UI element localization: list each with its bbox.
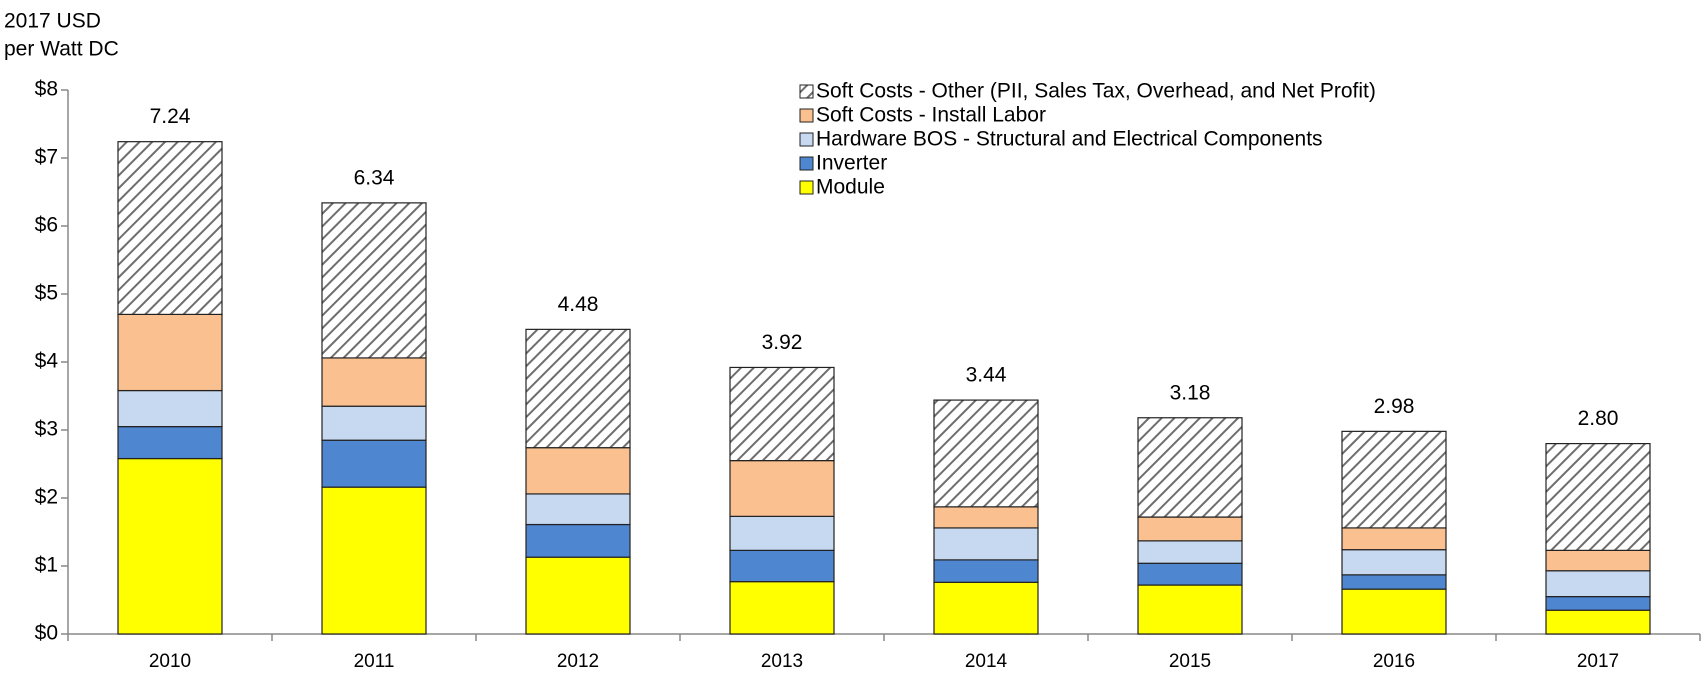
y-axis-label: 2017 USD bbox=[4, 10, 101, 33]
y-tick-label: $3 bbox=[35, 418, 58, 441]
bar-segment bbox=[933, 399, 1039, 508]
bar-segment bbox=[117, 457, 223, 635]
bar-segment bbox=[321, 357, 427, 407]
total-label: 3.92 bbox=[762, 331, 803, 354]
legend-label: Hardware BOS - Structural and Electrical… bbox=[816, 128, 1323, 151]
bar-segment bbox=[1137, 540, 1243, 564]
x-tick-label: 2015 bbox=[1169, 651, 1211, 672]
bar-segment bbox=[729, 549, 835, 583]
legend-swatch bbox=[799, 132, 814, 147]
bar-segment bbox=[321, 405, 427, 441]
y-tick-label: $1 bbox=[35, 554, 58, 577]
bar-segment bbox=[1341, 574, 1447, 590]
bar-segment bbox=[1137, 584, 1243, 635]
y-tick-label: $0 bbox=[35, 622, 58, 645]
bar-segment bbox=[729, 366, 835, 462]
legend-label: Soft Costs - Other (PII, Sales Tax, Over… bbox=[816, 80, 1376, 103]
legend-label: Inverter bbox=[816, 152, 887, 175]
bar-segment bbox=[1137, 516, 1243, 542]
bar-segment bbox=[1137, 417, 1243, 518]
bar-segment bbox=[933, 506, 1039, 529]
bar-segment bbox=[1545, 609, 1651, 635]
bar-segment bbox=[729, 581, 835, 635]
bar-segment bbox=[321, 486, 427, 635]
y-tick-label: $4 bbox=[35, 350, 59, 373]
bar-segment bbox=[933, 581, 1039, 635]
x-tick-label: 2011 bbox=[354, 651, 395, 672]
y-tick-label: $8 bbox=[35, 78, 58, 101]
total-label: 2.80 bbox=[1578, 407, 1619, 430]
bar-segment bbox=[1545, 570, 1651, 598]
bar-segment bbox=[1545, 443, 1651, 551]
bar-segment bbox=[117, 426, 223, 460]
bar-segment bbox=[321, 202, 427, 359]
bar-segment bbox=[1341, 527, 1447, 551]
x-tick-label: 2014 bbox=[965, 651, 1008, 672]
bar-segment bbox=[117, 389, 223, 428]
bar-segment bbox=[729, 460, 835, 517]
x-tick-label: 2016 bbox=[1373, 651, 1415, 672]
total-label: 3.18 bbox=[1170, 381, 1211, 404]
bar-segment bbox=[1137, 562, 1243, 586]
total-label: 3.44 bbox=[966, 364, 1007, 387]
legend-label: Soft Costs - Install Labor bbox=[816, 104, 1046, 127]
x-tick-label: 2013 bbox=[761, 651, 803, 672]
bar-segment bbox=[1341, 588, 1447, 635]
x-tick-label: 2012 bbox=[557, 651, 599, 672]
legend-swatch bbox=[799, 180, 814, 195]
bar-segment bbox=[1341, 430, 1447, 529]
y-tick-label: $7 bbox=[35, 146, 58, 169]
y-tick-label: $2 bbox=[35, 486, 58, 509]
legend-swatch bbox=[799, 156, 814, 171]
bar-segment bbox=[117, 141, 223, 315]
bar-segment bbox=[729, 515, 835, 551]
bar-segment bbox=[525, 493, 631, 526]
bar-segment bbox=[321, 439, 427, 488]
bar-segment bbox=[525, 447, 631, 495]
legend-swatch bbox=[799, 84, 814, 99]
total-label: 4.48 bbox=[558, 293, 599, 316]
bar-segment bbox=[1545, 595, 1651, 611]
y-tick-label: $5 bbox=[35, 282, 58, 305]
y-tick-label: $6 bbox=[35, 214, 58, 237]
total-label: 7.24 bbox=[150, 105, 191, 128]
y-axis-label: per Watt DC bbox=[4, 38, 119, 61]
x-tick-label: 2010 bbox=[149, 651, 191, 672]
bar-segment bbox=[117, 313, 223, 392]
bar-segment bbox=[525, 523, 631, 558]
total-label: 6.34 bbox=[354, 166, 395, 189]
bar-segment bbox=[1341, 549, 1447, 576]
bar-segment bbox=[933, 527, 1039, 561]
legend-label: Module bbox=[816, 176, 885, 199]
bar-segment bbox=[525, 328, 631, 449]
bar-segment bbox=[933, 559, 1039, 583]
legend-swatch bbox=[799, 108, 814, 123]
bar-segment bbox=[1545, 549, 1651, 572]
total-label: 2.98 bbox=[1374, 395, 1415, 418]
x-tick-label: 2017 bbox=[1577, 651, 1619, 672]
bar-segment bbox=[525, 556, 631, 635]
